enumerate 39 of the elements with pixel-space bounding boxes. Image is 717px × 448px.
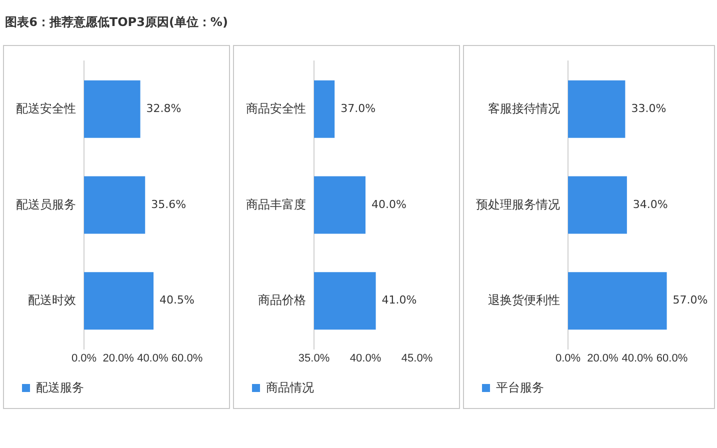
legend-label: 平台服务 xyxy=(496,380,544,394)
x-tick-label: 40.0% xyxy=(350,352,382,364)
data-label: 33.0% xyxy=(631,102,666,115)
bar xyxy=(568,272,667,330)
x-tick-label: 0.0% xyxy=(71,352,97,364)
x-tick-label: 20.0% xyxy=(587,352,618,364)
bar xyxy=(84,80,140,138)
y-tick-label: 商品价格 xyxy=(258,293,306,308)
y-tick-label: 配送安全性 xyxy=(16,101,76,116)
data-label: 40.5% xyxy=(160,294,194,307)
y-tick-label: 配送员服务 xyxy=(16,197,76,212)
y-tick-label: 客服接待情况 xyxy=(488,101,560,116)
y-tick-label: 配送时效 xyxy=(28,293,76,308)
data-label: 35.6% xyxy=(151,198,186,211)
legend-label: 配送服务 xyxy=(36,380,84,394)
data-label: 40.0% xyxy=(372,198,406,211)
y-tick-label: 退换货便利性 xyxy=(488,293,560,308)
bar xyxy=(568,176,627,234)
data-label: 37.0% xyxy=(340,102,376,115)
y-tick-label: 商品丰富度 xyxy=(246,197,306,212)
y-tick-label: 商品安全性 xyxy=(246,101,306,116)
chart-title: 图表6：推荐意愿低TOP3原因(单位：%) xyxy=(4,14,229,31)
data-label: 41.0% xyxy=(382,294,417,307)
bar xyxy=(84,176,146,234)
data-label: 34.0% xyxy=(632,198,668,211)
x-tick-label: 45.0% xyxy=(401,352,433,364)
data-label: 32.8% xyxy=(146,102,182,115)
x-tick-label: 60.0% xyxy=(656,352,688,364)
x-tick-label: 40.0% xyxy=(137,352,168,364)
data-label: 57.0% xyxy=(672,294,708,307)
bar xyxy=(84,272,154,330)
bar xyxy=(568,80,626,138)
x-tick-label: 40.0% xyxy=(622,352,654,364)
x-tick-label: 0.0% xyxy=(555,352,581,364)
x-tick-label: 60.0% xyxy=(171,352,203,364)
x-tick-label: 35.0% xyxy=(298,352,330,364)
legend-label: 商品情况 xyxy=(266,380,314,394)
y-tick-label: 预处理服务情况 xyxy=(476,197,560,212)
x-tick-label: 20.0% xyxy=(102,352,134,364)
